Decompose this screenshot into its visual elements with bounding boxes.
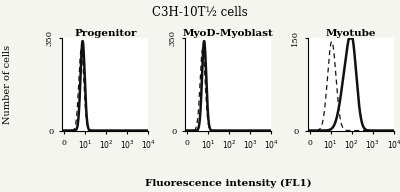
Title: MyoD-Myoblast: MyoD-Myoblast bbox=[183, 29, 273, 38]
Text: Number of cells: Number of cells bbox=[4, 45, 12, 124]
Text: Fluorescence intensity (FL1): Fluorescence intensity (FL1) bbox=[145, 179, 311, 188]
Title: Myotube: Myotube bbox=[326, 29, 376, 38]
Text: C3H-10T½ cells: C3H-10T½ cells bbox=[152, 6, 248, 19]
Title: Progenitor: Progenitor bbox=[74, 29, 136, 38]
